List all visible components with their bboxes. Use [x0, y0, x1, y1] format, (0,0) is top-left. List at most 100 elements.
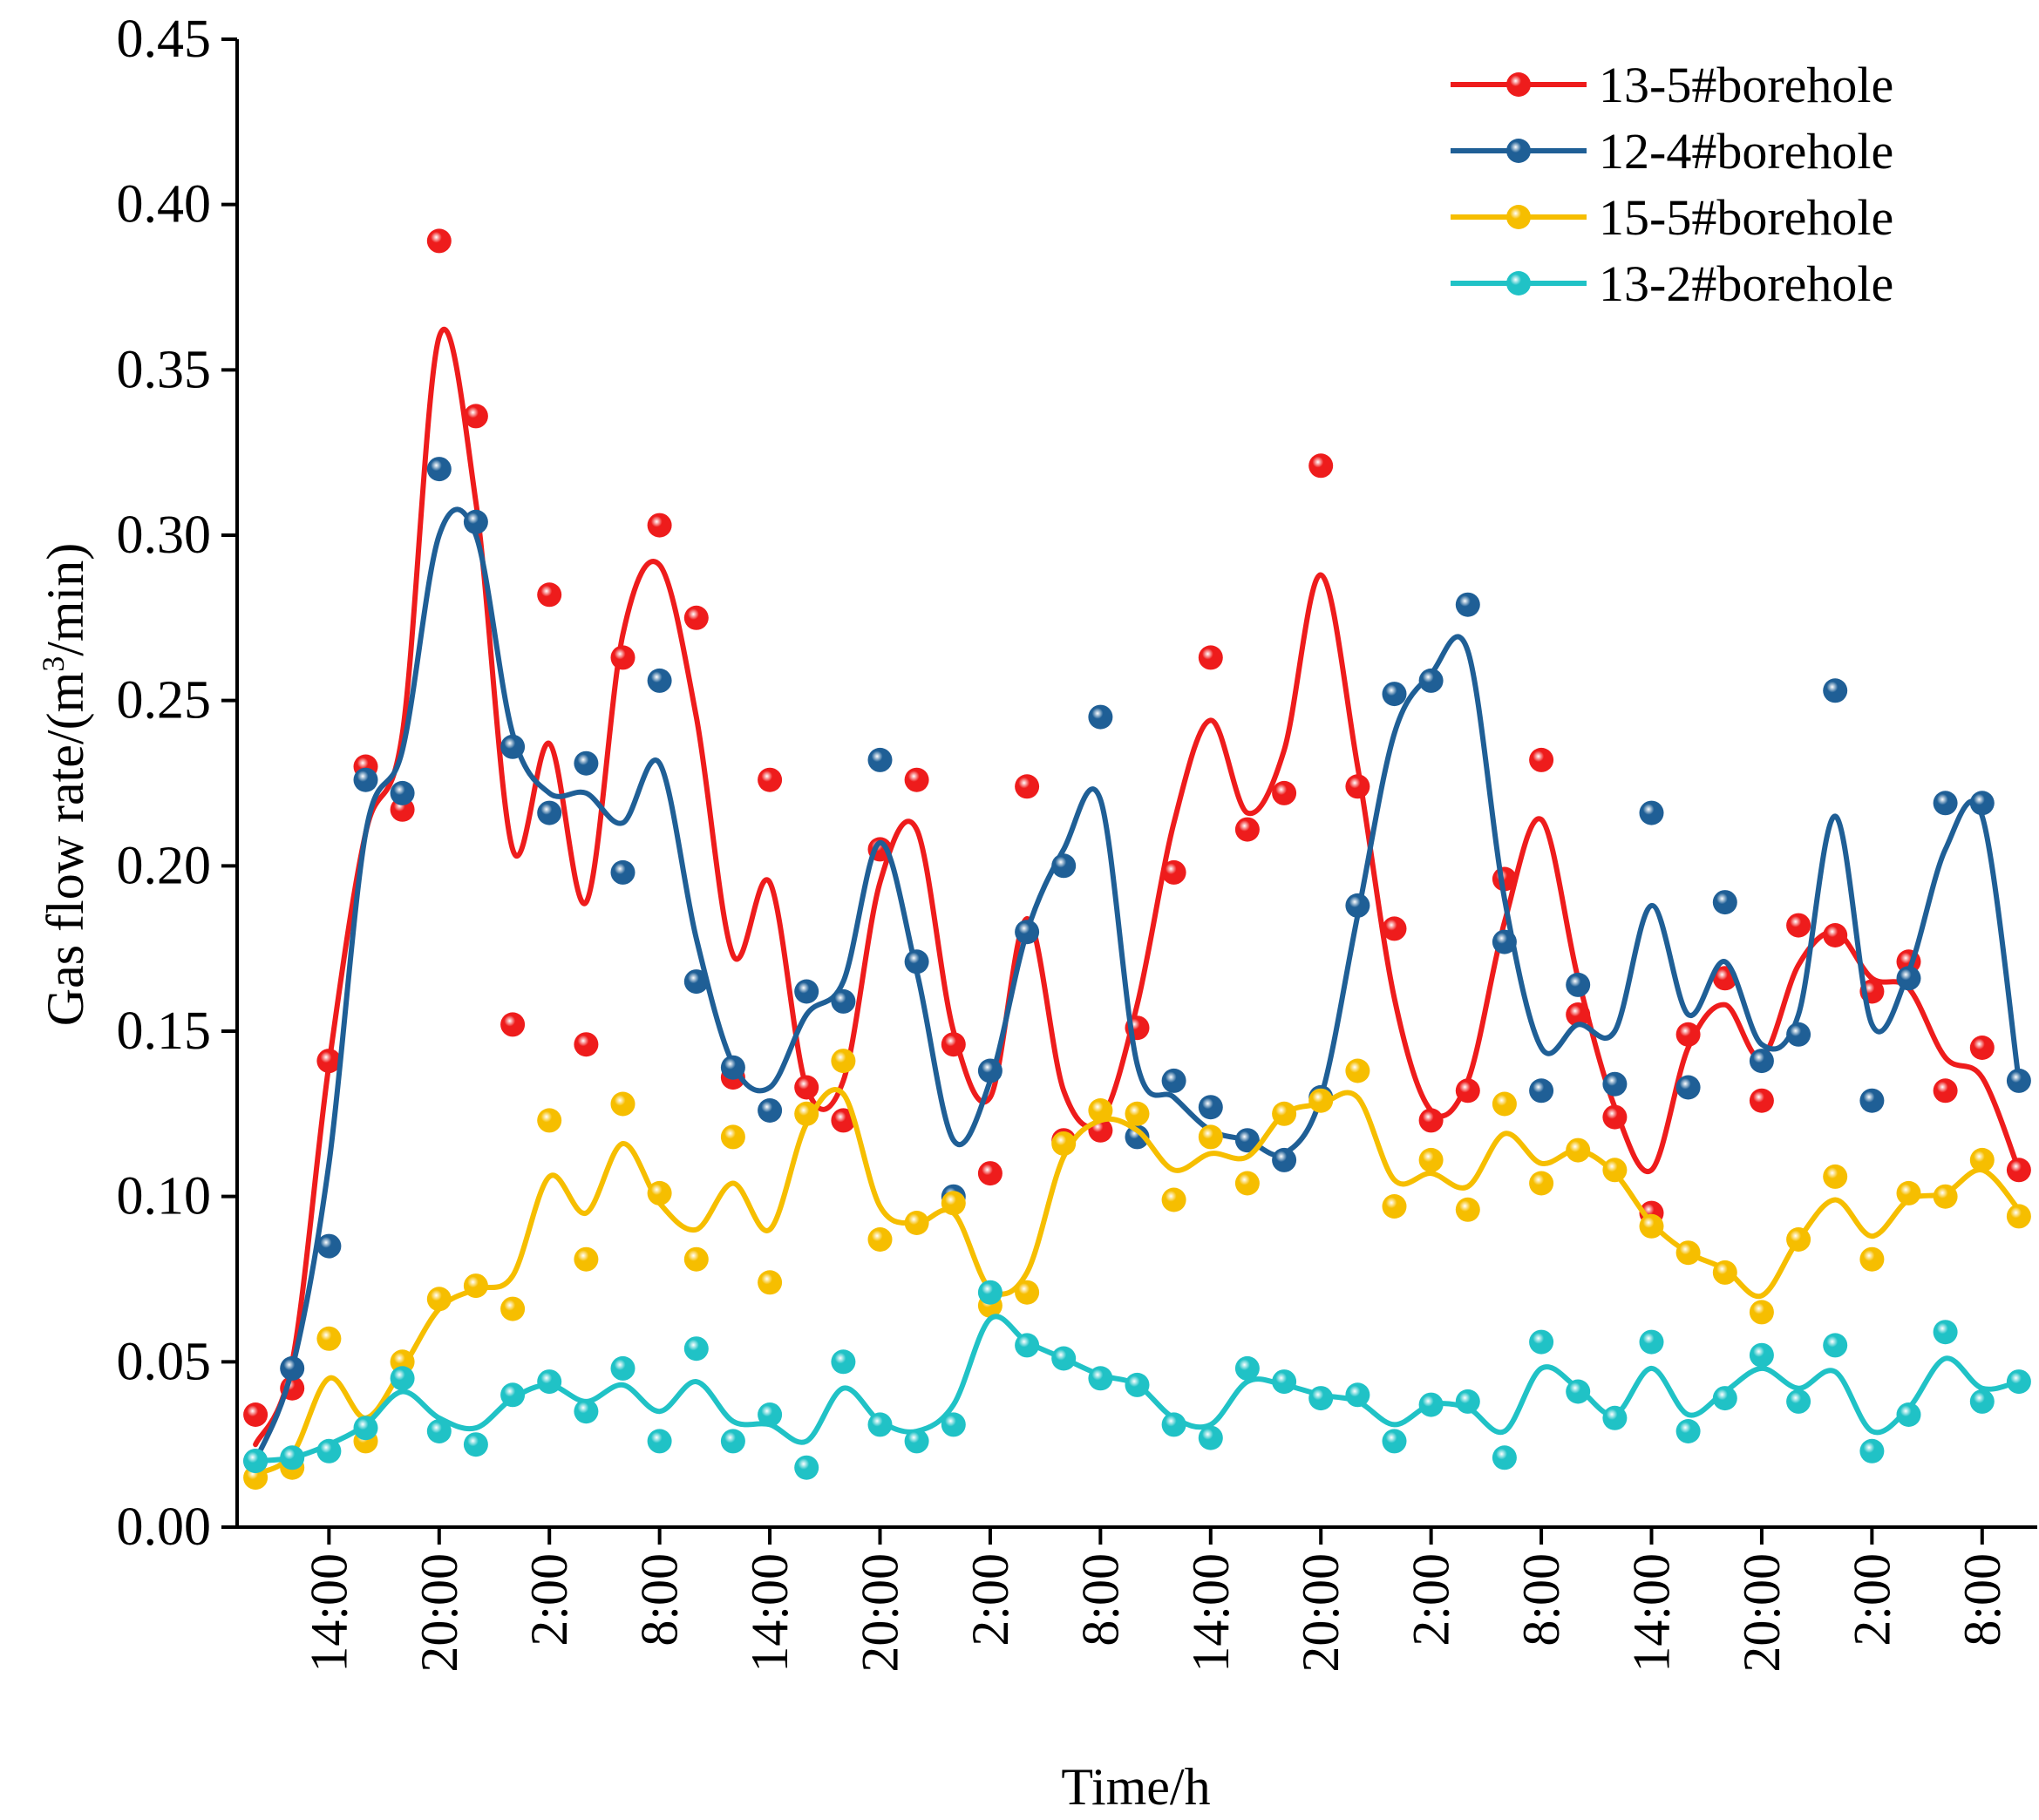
y-tick-label: 0.05 — [117, 1332, 212, 1391]
data-point-13-2-borehole — [1345, 1382, 1370, 1408]
data-point-15-5-borehole — [2006, 1204, 2031, 1229]
data-point-13-5-borehole — [977, 1161, 1003, 1186]
data-point-13-5-borehole — [904, 767, 929, 792]
data-point-13-2-borehole — [1896, 1402, 1921, 1427]
x-tick-label: 20:00 — [852, 1553, 909, 1673]
x-tick-label: 8:00 — [631, 1553, 689, 1647]
data-point-13-5-borehole — [1566, 1002, 1591, 1027]
data-point-13-5-borehole — [1602, 1104, 1628, 1130]
data-point-13-5-borehole — [758, 767, 783, 792]
data-point-13-5-borehole — [500, 1012, 526, 1037]
data-point-15-5-borehole — [1639, 1213, 1664, 1239]
data-point-15-5-borehole — [500, 1296, 526, 1321]
data-point-15-5-borehole — [1382, 1194, 1407, 1219]
x-tick-label: 2:00 — [520, 1553, 578, 1647]
data-point-13-2-borehole — [463, 1432, 488, 1457]
x-tick-label: 8:00 — [1071, 1553, 1129, 1647]
data-point-15-5-borehole — [1272, 1101, 1297, 1126]
series-line-12-4-borehole — [253, 506, 2022, 1464]
data-point-15-5-borehole — [1418, 1147, 1444, 1172]
legend-label: 12-4#borehole — [1599, 123, 1893, 180]
data-point-15-5-borehole — [758, 1270, 783, 1295]
data-point-13-5-borehole — [1382, 916, 1407, 941]
data-point-13-2-borehole — [353, 1416, 378, 1441]
data-point-12-4-borehole — [353, 767, 378, 792]
data-point-15-5-borehole — [426, 1287, 452, 1312]
data-point-12-4-borehole — [1529, 1078, 1554, 1104]
data-point-13-2-borehole — [316, 1438, 342, 1463]
data-point-13-2-borehole — [574, 1399, 599, 1424]
data-point-13-2-borehole — [1088, 1366, 1113, 1391]
data-point-13-2-borehole — [1308, 1386, 1334, 1411]
data-point-15-5-borehole — [1823, 1164, 1848, 1189]
data-point-12-4-borehole — [1382, 682, 1407, 707]
data-point-13-5-borehole — [1308, 453, 1334, 479]
data-point-13-2-borehole — [867, 1412, 893, 1437]
data-point-13-5-borehole — [647, 513, 672, 538]
y-ticks: 0.00 0.05 0.10 0.15 0.20 0.25 0.30 0.35 0.40 0.45 — [117, 10, 237, 1557]
legend-item-13-2-borehole: 13-2#borehole — [1451, 255, 1893, 312]
data-point-12-4-borehole — [390, 780, 415, 805]
data-point-12-4-borehole — [977, 1058, 1003, 1083]
x-tick-label: 2:00 — [962, 1553, 1019, 1647]
data-point-15-5-borehole — [647, 1180, 672, 1205]
data-point-15-5-borehole — [1712, 1260, 1737, 1285]
data-point-15-5-borehole — [1749, 1300, 1774, 1325]
data-point-12-4-borehole — [1602, 1071, 1628, 1097]
data-point-15-5-borehole — [1234, 1171, 1260, 1196]
y-tick-label: 0.20 — [117, 836, 212, 895]
data-point-15-5-borehole — [1345, 1058, 1370, 1083]
legend-label: 15-5#borehole — [1599, 189, 1893, 246]
data-point-12-4-borehole — [758, 1098, 783, 1123]
data-point-13-2-borehole — [426, 1419, 452, 1443]
data-point-12-4-borehole — [1198, 1095, 1223, 1120]
data-point-13-2-borehole — [904, 1429, 929, 1454]
data-point-12-4-borehole — [1969, 791, 1995, 816]
legend-marker — [1506, 271, 1531, 295]
data-point-12-4-borehole — [683, 969, 709, 995]
data-point-13-2-borehole — [1859, 1438, 1885, 1463]
y-axis-title-superscript: 3 — [36, 656, 71, 672]
data-point-13-2-borehole — [1823, 1333, 1848, 1358]
data-point-15-5-borehole — [1308, 1088, 1334, 1113]
data-point-13-5-borehole — [463, 404, 488, 429]
x-tick-label: 20:00 — [1733, 1553, 1791, 1673]
data-point-13-2-borehole — [1712, 1386, 1737, 1411]
data-point-13-2-borehole — [1492, 1445, 1517, 1470]
x-tick-label: 8:00 — [1512, 1553, 1570, 1647]
y-tick-label: 0.15 — [117, 1002, 212, 1061]
data-point-12-4-borehole — [1786, 1022, 1811, 1047]
data-point-13-5-borehole — [1455, 1078, 1480, 1104]
y-tick-label: 0.25 — [117, 671, 212, 730]
x-tick-label: 20:00 — [411, 1553, 468, 1673]
x-tick-label: 2:00 — [1403, 1553, 1460, 1647]
x-tick-label: 2:00 — [1843, 1553, 1900, 1647]
data-point-12-4-borehole — [1823, 678, 1848, 703]
data-point-12-4-borehole — [1161, 1068, 1186, 1093]
data-point-15-5-borehole — [316, 1326, 342, 1351]
legend-item-15-5-borehole: 15-5#borehole — [1451, 189, 1893, 246]
data-point-13-2-borehole — [758, 1402, 783, 1427]
data-point-12-4-borehole — [316, 1233, 342, 1259]
data-point-13-5-borehole — [1823, 923, 1848, 947]
data-point-13-5-borehole — [574, 1032, 599, 1057]
data-point-13-5-borehole — [794, 1075, 819, 1100]
data-point-13-5-borehole — [1015, 774, 1040, 799]
data-point-13-2-borehole — [1639, 1329, 1664, 1355]
data-point-13-2-borehole — [390, 1366, 415, 1391]
data-point-13-5-borehole — [1933, 1078, 1958, 1104]
data-point-15-5-borehole — [1088, 1098, 1113, 1123]
data-point-12-4-borehole — [1051, 853, 1077, 879]
data-point-13-2-borehole — [977, 1280, 1003, 1305]
data-point-15-5-borehole — [1455, 1197, 1480, 1222]
data-point-13-2-borehole — [831, 1349, 856, 1375]
legend-item-12-4-borehole: 12-4#borehole — [1451, 123, 1893, 180]
data-point-13-2-borehole — [941, 1412, 966, 1437]
data-point-12-4-borehole — [1088, 704, 1113, 730]
data-point-12-4-borehole — [1933, 791, 1958, 816]
data-point-13-2-borehole — [1272, 1369, 1297, 1395]
data-point-12-4-borehole — [831, 988, 856, 1014]
data-point-13-2-borehole — [1051, 1346, 1077, 1371]
data-point-13-2-borehole — [1749, 1342, 1774, 1368]
data-point-13-2-borehole — [610, 1355, 635, 1381]
